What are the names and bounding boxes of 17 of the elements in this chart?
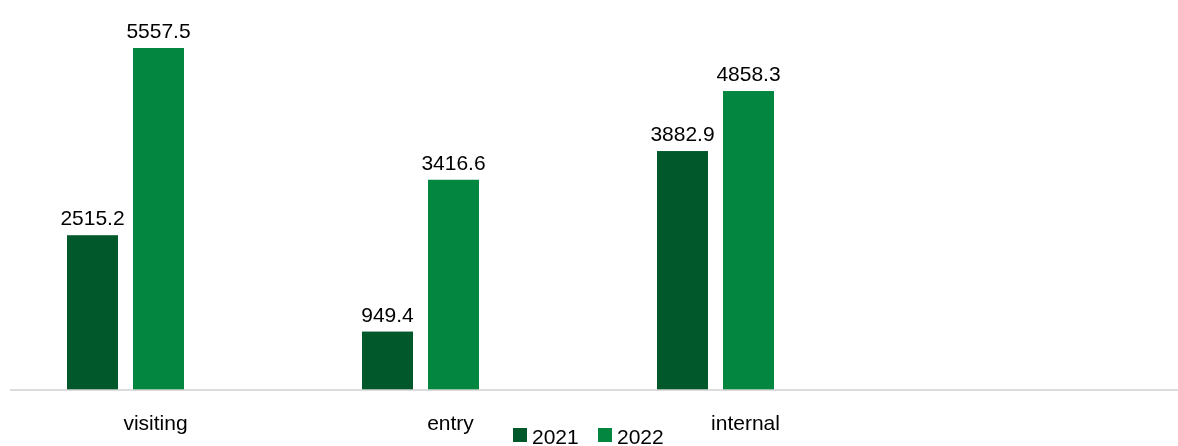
bar <box>67 235 118 390</box>
x-tick-label: entry <box>427 411 475 434</box>
bar <box>657 151 708 390</box>
data-label: 5557.5 <box>126 19 191 42</box>
bar <box>362 331 413 390</box>
bar <box>723 91 774 390</box>
x-tick-label: visiting <box>123 411 188 434</box>
data-label: 2515.2 <box>60 206 125 230</box>
data-label: 949.4 <box>361 302 415 326</box>
legend-label: 2022 <box>617 425 664 446</box>
bar <box>428 179 479 390</box>
data-label: 4858.3 <box>716 62 781 86</box>
data-label: 3416.6 <box>421 150 486 174</box>
bar <box>133 48 184 390</box>
x-tick-label: internal <box>711 411 780 434</box>
legend-label: 2021 <box>532 425 579 446</box>
data-label: 3882.9 <box>650 122 715 146</box>
